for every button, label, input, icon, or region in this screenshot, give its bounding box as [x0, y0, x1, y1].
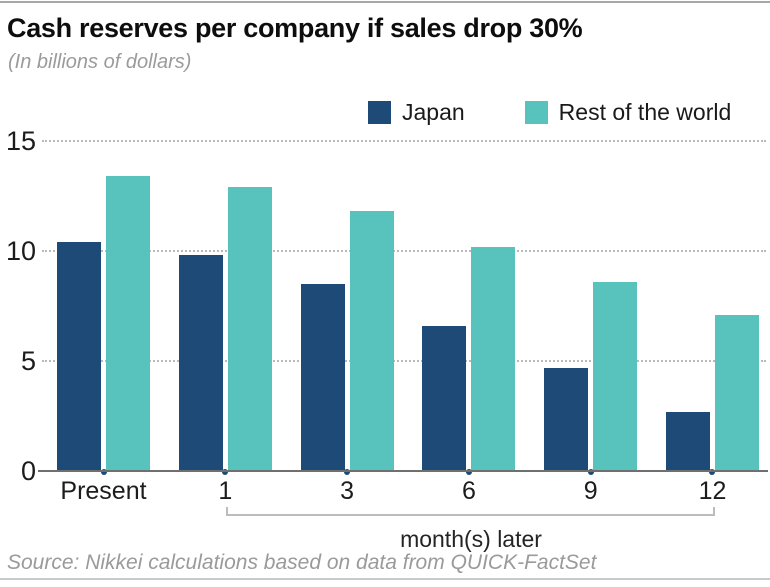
x-axis-tick-label-6: 6	[461, 477, 476, 505]
bar-group-9	[544, 141, 638, 475]
gridline-y-5	[42, 360, 766, 362]
legend-label-rest-of-world: Rest of the world	[558, 99, 732, 125]
axis-tick-dot-3	[344, 469, 351, 475]
bar-group-6	[422, 141, 516, 475]
gridline-y-15	[42, 140, 766, 142]
axis-tick-dot-1	[222, 469, 229, 475]
x-axis-tick-label-12: 12	[698, 477, 727, 505]
bar-rest-of-the-world-3	[349, 211, 394, 471]
x-axis-tick-label-present: Present	[60, 477, 147, 505]
bar-group-present	[57, 141, 150, 475]
y-axis-tick-label-5: 5	[20, 346, 36, 376]
top-divider	[0, 1, 770, 3]
bar-japan-3	[300, 284, 345, 471]
legend-swatch-rest-of-world	[524, 101, 548, 124]
axis-tick-dot-6	[465, 469, 472, 475]
bar-groups	[57, 141, 759, 475]
axis-tick-dot-9	[587, 469, 594, 475]
y-axis-tick-label-0: 0	[20, 456, 36, 486]
x-axis-group-label: month(s) later	[400, 526, 542, 552]
y-axis-tick-label-15: 15	[5, 126, 36, 156]
legend-item-rest-of-world: Rest of the world	[524, 99, 732, 126]
y-axis-tick-label-10: 10	[5, 236, 36, 266]
axis-tick-dot-present	[100, 469, 107, 475]
legend-swatch-japan	[368, 101, 391, 124]
bar-rest-of-the-world-present	[106, 176, 150, 471]
chart-title: Cash reserves per company if sales drop …	[7, 13, 583, 43]
bar-group-12	[665, 141, 759, 475]
bar-group-1	[178, 141, 272, 475]
gridline-y-10	[42, 250, 766, 252]
x-axis-tick-label-1: 1	[218, 477, 233, 505]
bottom-divider	[0, 578, 770, 580]
source-note: Source: Nikkei calculations based on dat…	[7, 551, 597, 574]
legend: Japan Rest of the world	[368, 99, 731, 126]
chart-subtitle: (In billions of dollars)	[8, 51, 192, 73]
x-axis-tick-label-3: 3	[340, 477, 355, 505]
legend-label-japan: Japan	[402, 99, 465, 125]
bar-rest-of-the-world-12	[714, 314, 759, 471]
axis-tick-dot-12	[709, 469, 716, 475]
x-axis-bracket	[226, 507, 715, 516]
bar-rest-of-the-world-6	[471, 246, 516, 471]
bar-japan-9	[544, 367, 589, 471]
bar-japan-12	[665, 411, 710, 471]
bar-group-3	[300, 141, 394, 475]
bar-rest-of-the-world-9	[593, 281, 638, 471]
bar-rest-of-the-world-1	[227, 187, 272, 471]
legend-item-japan: Japan	[368, 99, 465, 126]
x-axis-tick-label-9: 9	[583, 477, 598, 505]
bar-japan-1	[178, 255, 223, 471]
bar-chart-plot-area: 0 5 10 15	[0, 126, 770, 486]
bar-japan-6	[422, 325, 467, 471]
x-axis-line	[38, 470, 768, 472]
bar-japan-present	[57, 242, 101, 471]
